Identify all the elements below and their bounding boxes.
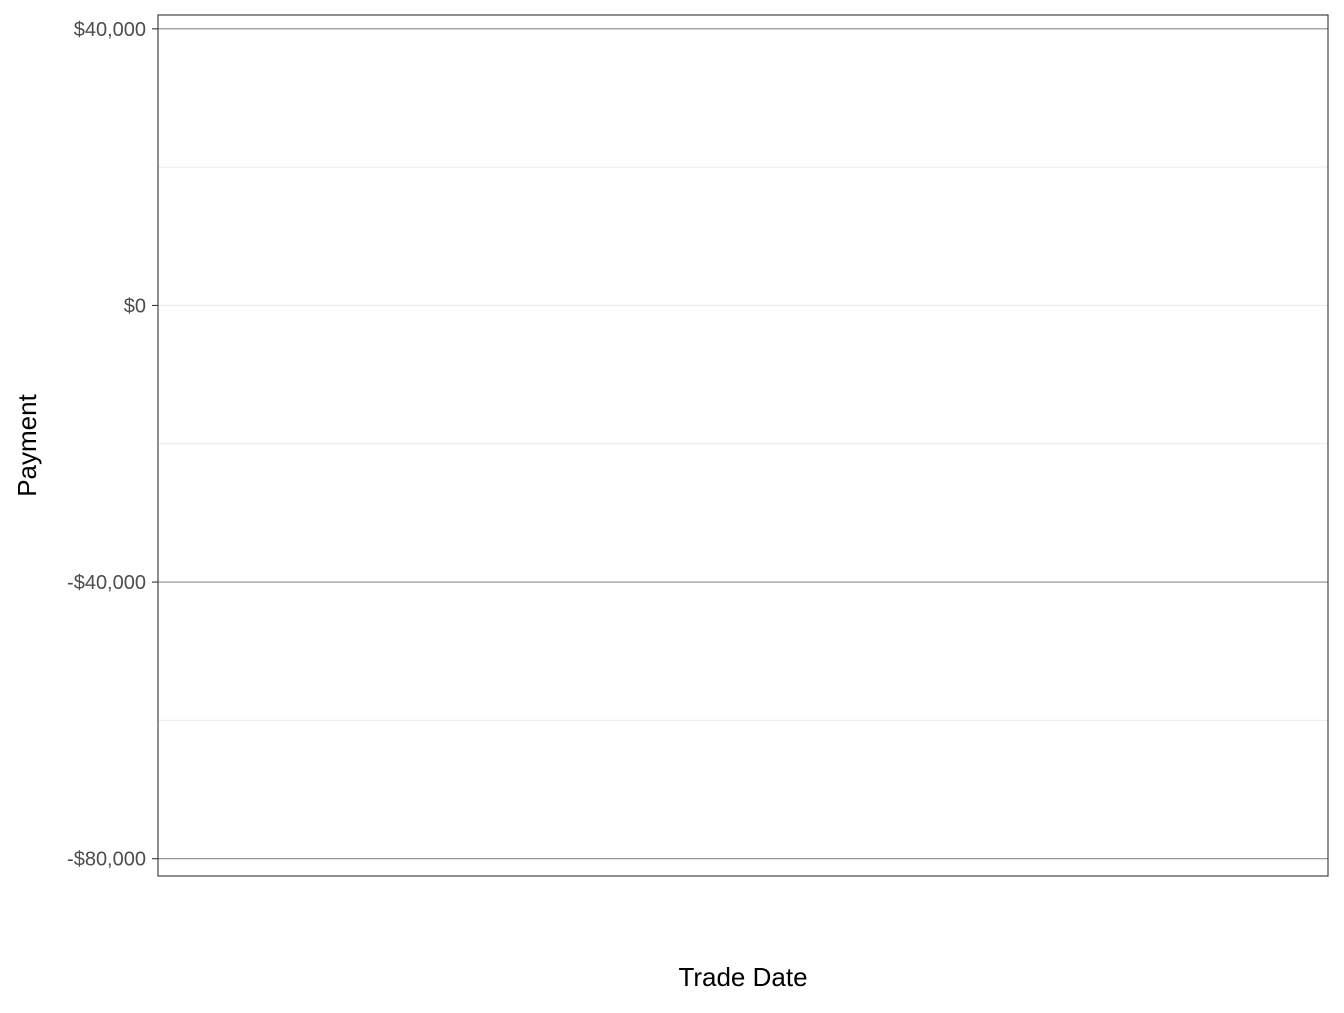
grid-lines (158, 15, 1328, 876)
y-tick-label: $40,000 (74, 19, 146, 41)
x-axis-title: Trade Date (678, 962, 807, 992)
y-tick-label: $0 (124, 295, 146, 317)
y-tick-label: -$40,000 (67, 572, 146, 594)
panel-border (157, 14, 1329, 877)
y-axis-title: Payment (12, 393, 42, 496)
y-axis: $40,000 $0 -$40,000 -$80,000 (67, 19, 158, 871)
y-tick-label: -$80,000 (67, 849, 146, 871)
panel-background (158, 15, 1328, 876)
